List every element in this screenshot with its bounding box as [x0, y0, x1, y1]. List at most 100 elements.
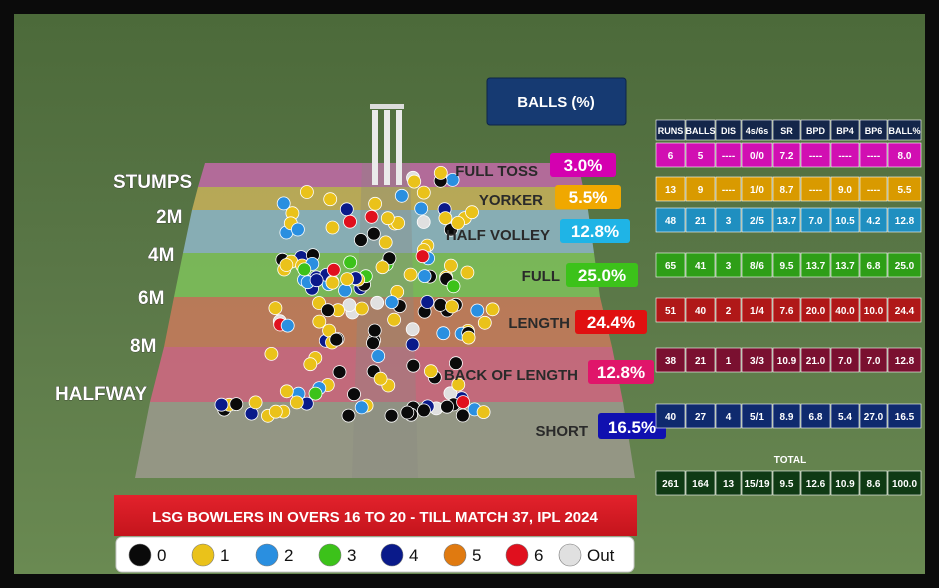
legend-swatch [318, 543, 342, 567]
table-header-label: RUNS [658, 126, 684, 136]
table-cell [715, 142, 742, 168]
table-cell-value: 38 [665, 356, 677, 367]
ball-dot [229, 397, 244, 412]
pct-tag-full [566, 263, 638, 287]
table-header-label: BALL% [889, 126, 921, 136]
table-cell [800, 176, 831, 202]
table-cell [685, 347, 716, 373]
table-cell-value: 1 [726, 356, 732, 367]
table-cell [830, 347, 860, 373]
table-cell-value: 21 [695, 356, 707, 367]
table-cell-value: 6 [668, 151, 674, 162]
ball-dot [354, 400, 369, 415]
pct-tag-back-of-length [588, 360, 654, 384]
ball-dot [443, 258, 458, 273]
ball-dot [433, 165, 448, 180]
ball-dot [405, 337, 420, 352]
table-cell [800, 297, 831, 323]
table-cell-value: 10.0 [864, 306, 884, 317]
ball-dot [366, 336, 380, 350]
table-cell [655, 142, 686, 168]
ball-dot [378, 235, 393, 250]
zone-label-short: SHORT [536, 423, 589, 440]
ball-dot [338, 283, 352, 298]
ball-dot [354, 301, 369, 316]
table-cell [655, 176, 686, 202]
table-cell-value: 2/5 [750, 216, 764, 227]
table-cell-value: 10.9 [777, 356, 797, 367]
pitch-centre-strip [352, 163, 418, 478]
table-cell [800, 403, 831, 429]
ball-dot [414, 201, 429, 216]
table-cell-value: 40.0 [835, 306, 855, 317]
total-label: TOTAL [774, 455, 806, 466]
ball-dot [451, 377, 466, 392]
total-cell [830, 470, 860, 496]
balls-pct-header-text: BALLS (%) [517, 94, 595, 111]
table-header-cell [685, 119, 716, 141]
legend: 0 1 2 3 4 5 6 Out [115, 536, 635, 573]
ball-dot [440, 399, 455, 414]
table-cell-value: 5 [698, 151, 704, 162]
table-header-label: SR [780, 126, 793, 136]
total-cell-value: 8.6 [867, 479, 881, 490]
pct-value-full-toss: 3.0% [564, 156, 603, 175]
ball-dot [380, 211, 395, 226]
table-cell-value: 6.8 [809, 412, 823, 423]
table-cell [859, 142, 888, 168]
ball-dot [370, 295, 385, 310]
table-cell [800, 207, 831, 233]
table-cell [859, 347, 888, 373]
table-cell [715, 207, 742, 233]
table-cell-value: 65 [665, 261, 677, 272]
legend-label: 3 [347, 546, 356, 565]
distance-label-4m: 4M [148, 245, 174, 266]
table-cell-value: 10.5 [835, 216, 855, 227]
total-cell-value: 164 [692, 479, 709, 490]
total-cell [772, 470, 801, 496]
table-header-cell [800, 119, 831, 141]
total-cell-value: 100.0 [892, 479, 917, 490]
stumps [370, 104, 404, 185]
title-banner: LSG BOWLERS IN OVERS 16 TO 20 - TILL MAT… [114, 495, 637, 536]
ball-dot [384, 408, 399, 423]
ball-dot [290, 222, 305, 237]
table-cell [830, 252, 860, 278]
table-cell-value: 1/4 [750, 306, 764, 317]
legend-swatch [255, 543, 279, 567]
pct-tag-length [575, 310, 647, 334]
ball-dot [448, 356, 463, 371]
table-cell [887, 142, 922, 168]
table-cell-value: 3 [726, 261, 732, 272]
ball-dot [268, 301, 283, 316]
table-cell-value: 20.0 [806, 306, 826, 317]
distance-label-6m: 6M [138, 288, 164, 309]
table-cell [685, 207, 716, 233]
table-header-cell [859, 119, 888, 141]
table-cell-value: ---- [867, 151, 880, 162]
ball-dot [289, 395, 304, 410]
total-cell [800, 470, 831, 496]
table-cell-value: 8/6 [750, 261, 764, 272]
legend-swatch [128, 543, 152, 567]
ball-dot [373, 371, 388, 386]
table-cell-value: 5.4 [838, 412, 852, 423]
ball-dot [312, 314, 327, 329]
table-cell-value: 21.0 [806, 356, 826, 367]
ball-dot [405, 322, 420, 337]
table-cell [859, 403, 888, 429]
ball-dot [320, 303, 335, 318]
ball-dot [280, 318, 295, 333]
zone-label-length: LENGTH [508, 315, 570, 332]
table-cell [715, 252, 742, 278]
table-cell [741, 142, 773, 168]
table-cell-value: ---- [809, 185, 822, 196]
ball-dot [485, 302, 500, 317]
total-cell [715, 470, 742, 496]
ball-dot [406, 358, 421, 373]
table-cell-value: 13.7 [777, 216, 797, 227]
table-cell [830, 297, 860, 323]
table-header-label: BALLS [686, 126, 716, 136]
table-cell [655, 207, 686, 233]
